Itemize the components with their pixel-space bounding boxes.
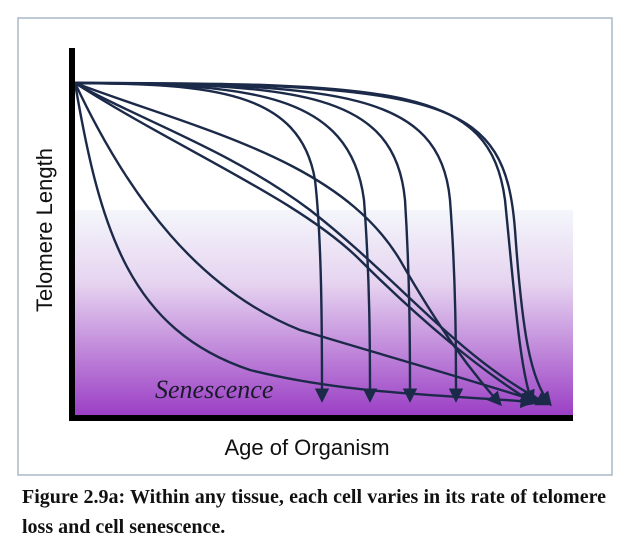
y-axis-label: Telomere Length — [32, 148, 57, 312]
region-label: Senescence — [155, 375, 273, 404]
x-axis-label: Age of Organism — [224, 435, 389, 460]
frame — [17, 17, 613, 476]
diagram: Telomere Length Age of Organism Senescen… — [17, 17, 613, 476]
caption: Figure 2.9a: Within any tissue, each cel… — [22, 486, 606, 538]
telomere-curves — [73, 81, 552, 409]
